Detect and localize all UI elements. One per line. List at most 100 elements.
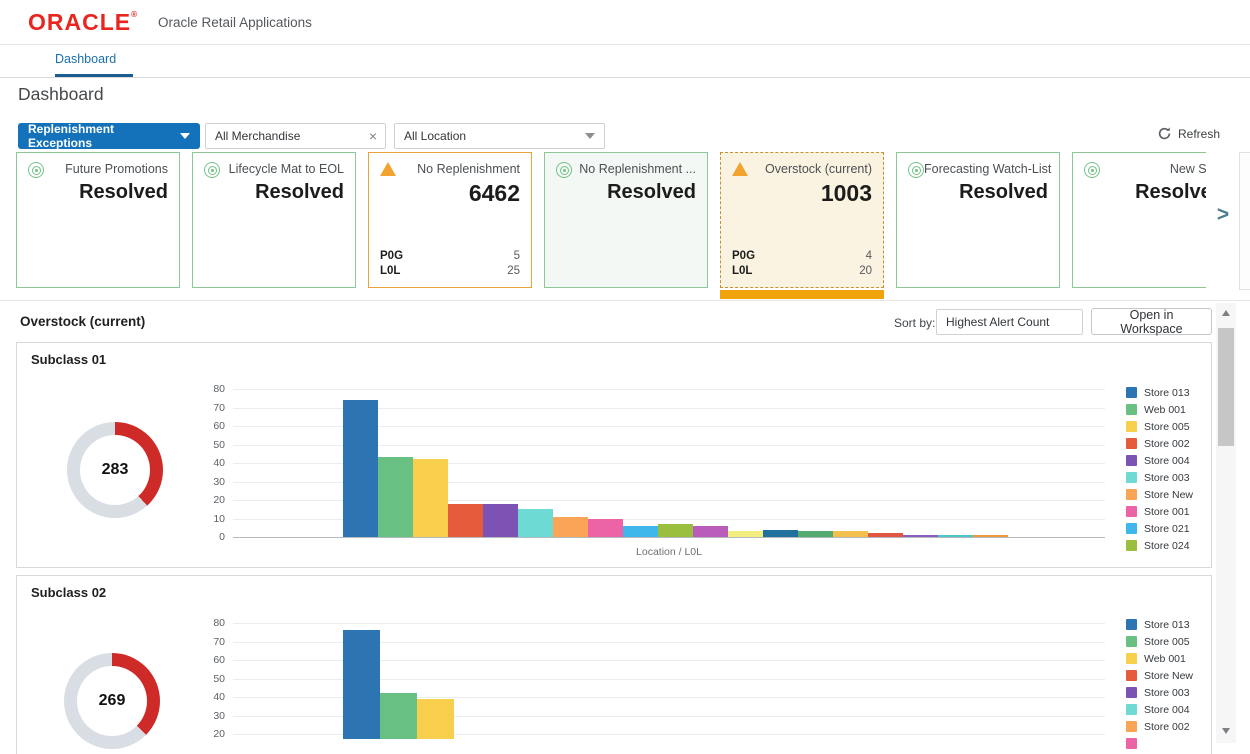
refresh-button[interactable]: Refresh <box>1157 126 1220 141</box>
legend-item[interactable]: Store 002 <box>1126 435 1193 452</box>
legend-swatch <box>1126 687 1137 698</box>
legend-item[interactable]: Store New <box>1126 486 1193 503</box>
y-axis-tick-label: 80 <box>213 617 225 629</box>
tab-dashboard[interactable]: Dashboard <box>55 45 133 77</box>
exception-tile[interactable]: Future Promotions Resolved <box>16 152 180 288</box>
legend-item[interactable]: Store 024 <box>1126 537 1193 554</box>
legend-item[interactable]: Store 005 <box>1126 633 1193 650</box>
gridline <box>233 537 1105 538</box>
y-axis-tick-label: 70 <box>213 635 225 648</box>
legend-swatch <box>1126 506 1137 517</box>
tile-title: New SKU <box>1169 162 1206 176</box>
bullseye-mid-ring <box>207 165 217 175</box>
scroll-up-button[interactable] <box>1216 303 1236 322</box>
legend-item[interactable]: Web 001 <box>1126 650 1193 667</box>
bullseye-dot <box>210 168 214 172</box>
bar-store-9[interactable] <box>623 525 658 537</box>
merchandise-filter-input[interactable]: All Merchandise × <box>205 123 386 149</box>
metric-label: P0G <box>380 250 404 263</box>
bar-store-16[interactable] <box>868 533 903 537</box>
legend-item[interactable]: Store 021 <box>1126 520 1193 537</box>
bar-store-17[interactable] <box>903 535 938 537</box>
legend-swatch <box>1126 404 1137 415</box>
bar-store-5[interactable] <box>483 503 518 537</box>
legend-item[interactable]: Store 013 <box>1126 616 1193 633</box>
resolved-bullseye-icon <box>204 162 220 178</box>
section-title: Overstock (current) <box>20 314 146 329</box>
y-axis-tick-label: 50 <box>213 438 225 451</box>
bar-store-18[interactable] <box>938 535 973 537</box>
tile-title: Overstock (current) <box>765 162 872 176</box>
legend-item[interactable] <box>1126 735 1193 752</box>
gridline <box>233 500 1105 501</box>
bar-store-15[interactable] <box>833 531 868 537</box>
bar-store-19[interactable] <box>973 535 1008 537</box>
exception-tile[interactable]: Forecasting Watch-List Resolved <box>896 152 1060 288</box>
y-axis-tick-label: 80 <box>213 383 225 395</box>
legend-label: Web 001 <box>1144 652 1186 665</box>
location-filter-dropdown[interactable]: All Location <box>394 123 605 149</box>
bar-store-12[interactable] <box>728 531 763 537</box>
bar-store-3[interactable] <box>417 698 454 739</box>
legend-item[interactable]: Web 001 <box>1126 401 1193 418</box>
y-axis-tick-label: 70 <box>213 401 225 414</box>
bullseye-mid-ring <box>911 165 921 175</box>
bar-store-14[interactable] <box>798 531 833 537</box>
legend-item[interactable]: Store 003 <box>1126 469 1193 486</box>
bar-store-2[interactable] <box>378 457 413 537</box>
legend-item[interactable]: Store 004 <box>1126 452 1193 469</box>
exception-tile[interactable]: Lifecycle Mat to EOL Resolved <box>192 152 356 288</box>
bar-store-1[interactable] <box>343 400 378 537</box>
tile-title: Lifecycle Mat to EOL <box>228 162 344 176</box>
metric-value: 20 <box>859 265 872 278</box>
legend-item[interactable]: Store 001 <box>1126 503 1193 520</box>
legend-item[interactable]: Store 003 <box>1126 684 1193 701</box>
exception-tile[interactable]: No Replenishment ... Resolved <box>544 152 708 288</box>
legend-label: Store 004 <box>1144 454 1190 467</box>
bar-store-1[interactable] <box>343 630 380 739</box>
gauge-value: 283 <box>101 461 129 478</box>
gridline <box>233 678 1105 680</box>
clear-icon[interactable]: × <box>368 128 377 144</box>
legend-swatch <box>1126 738 1137 749</box>
chart-clip-region <box>233 616 1105 739</box>
exception-tile[interactable]: New SKU Resolved <box>1072 152 1206 288</box>
y-axis-tick-label: 60 <box>213 654 225 666</box>
bar-store-10[interactable] <box>658 524 693 537</box>
exception-tile[interactable]: No Replenishment 6462 P0G 5 L0L 25 <box>368 152 532 288</box>
legend-item[interactable]: Store New <box>1126 667 1193 684</box>
registered-mark-icon: ® <box>131 9 139 19</box>
vertical-scrollbar[interactable] <box>1216 303 1236 743</box>
legend-swatch <box>1126 721 1137 732</box>
exception-tile[interactable]: Overstock (current) 1003 P0G 4 L0L 20 <box>720 152 884 288</box>
scroll-down-button[interactable] <box>1216 721 1236 740</box>
bar-store-4[interactable] <box>448 503 483 537</box>
bar-store-3[interactable] <box>413 459 448 537</box>
gridline <box>233 697 1105 698</box>
scrollbar-thumb[interactable] <box>1218 328 1234 446</box>
tiles-next-button[interactable]: > <box>1216 203 1230 226</box>
bar-store-8[interactable] <box>588 518 623 537</box>
tile-head: New SKU <box>1084 162 1206 178</box>
legend-item[interactable]: Store 013 <box>1126 384 1193 401</box>
page-title: Dashboard <box>18 84 104 104</box>
tile-head: Overstock (current) <box>732 162 872 177</box>
legend-swatch <box>1126 455 1137 466</box>
legend-item[interactable]: Store 004 <box>1126 701 1193 718</box>
metric-label: L0L <box>732 265 753 278</box>
alert-count-gauge: 283 <box>67 422 163 518</box>
legend-item[interactable]: Store 005 <box>1126 418 1193 435</box>
bar-store-11[interactable] <box>693 525 728 537</box>
legend-swatch <box>1126 653 1137 664</box>
legend-label: Store 003 <box>1144 471 1190 484</box>
sort-by-dropdown[interactable]: Highest Alert Count <box>936 309 1083 335</box>
open-in-workspace-button[interactable]: Open in Workspace <box>1091 308 1212 336</box>
bar-store-6[interactable] <box>518 509 553 537</box>
metric-label: L0L <box>380 265 401 278</box>
bar-store-13[interactable] <box>763 529 798 537</box>
bar-store-2[interactable] <box>380 693 417 739</box>
tile-metric-row: L0L 25 <box>380 264 520 279</box>
legend-item[interactable]: Store 002 <box>1126 718 1193 735</box>
bar-store-7[interactable] <box>553 516 588 537</box>
exception-filter-dropdown[interactable]: Replenishment Exceptions <box>18 122 200 150</box>
